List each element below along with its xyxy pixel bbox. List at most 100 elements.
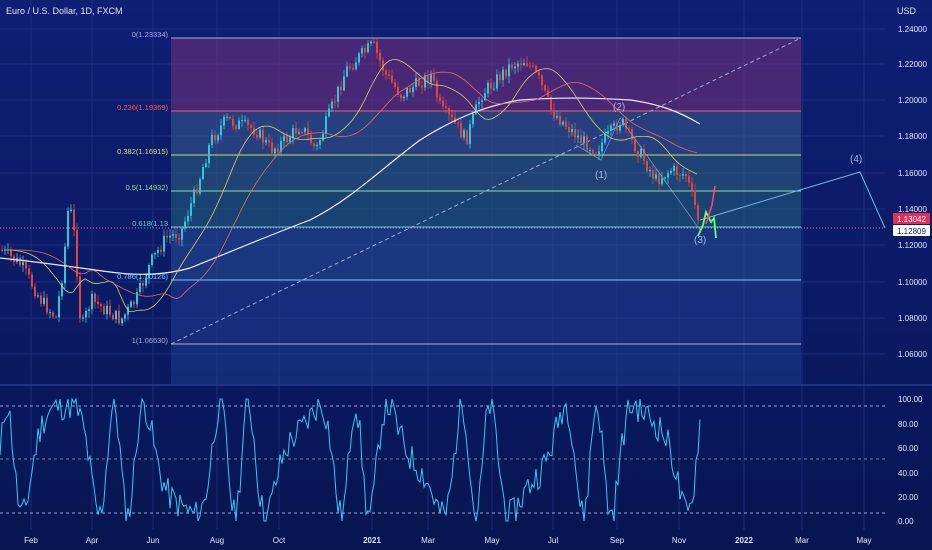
candle-body xyxy=(589,150,591,152)
candle-body xyxy=(259,129,261,138)
candle-body xyxy=(121,318,123,324)
candle-body xyxy=(286,136,288,143)
candle-body xyxy=(280,141,282,152)
candle-body xyxy=(670,170,672,174)
time-tick: Feb xyxy=(24,536,38,545)
candle-body xyxy=(463,130,465,138)
candle-body xyxy=(451,114,453,118)
candle-body xyxy=(100,304,102,307)
candle-body xyxy=(400,94,402,99)
candle-body xyxy=(568,126,570,133)
candle-body xyxy=(115,310,117,320)
candle-body xyxy=(499,74,501,81)
osc-tick: 100.00 xyxy=(898,395,923,404)
candle-body xyxy=(19,258,21,266)
candle-body xyxy=(583,136,585,143)
candle-body xyxy=(586,136,588,151)
candle-body xyxy=(388,74,390,76)
fib-label-0: 0(1.23334) xyxy=(132,30,169,39)
candle-body xyxy=(319,140,321,145)
candle-body xyxy=(226,116,228,118)
candle-body xyxy=(313,143,315,147)
candle-body xyxy=(376,41,378,54)
candle-body xyxy=(424,75,426,88)
candle-body xyxy=(646,161,648,171)
candle-body xyxy=(55,316,57,318)
candle-body xyxy=(562,121,564,125)
candle-body xyxy=(565,121,567,127)
ma-50 xyxy=(5,59,698,312)
candle-body xyxy=(265,140,267,143)
candle-body xyxy=(574,128,576,138)
candle-body xyxy=(46,297,48,313)
candle-body xyxy=(277,148,279,152)
candle-body xyxy=(127,306,129,315)
time-tick: Sep xyxy=(610,536,625,545)
wave-label-3: (3) xyxy=(694,235,706,246)
candle-body xyxy=(412,86,414,93)
candle-body xyxy=(667,173,669,178)
candle-body xyxy=(436,80,438,98)
candle-body xyxy=(61,283,63,297)
candle-body xyxy=(118,310,120,324)
candle-body xyxy=(202,167,204,180)
time-tick: Oct xyxy=(273,536,286,545)
candle-body xyxy=(205,163,207,168)
candle-body xyxy=(166,235,168,238)
candle-body xyxy=(175,234,177,239)
price-tick: 1.06000 xyxy=(898,350,927,359)
candle-body xyxy=(244,119,246,121)
candle-body xyxy=(217,135,219,141)
candle-body xyxy=(124,314,126,319)
candle-body xyxy=(181,228,183,240)
fib-label-0236: 0.236(1.19369) xyxy=(117,103,168,112)
candle-body xyxy=(673,165,675,171)
candle-body xyxy=(511,64,513,69)
candle-body xyxy=(418,78,420,86)
candle-body xyxy=(256,134,258,138)
candle-body xyxy=(271,142,273,154)
candle-body xyxy=(415,78,417,87)
candle-body xyxy=(445,106,447,109)
candle-body xyxy=(235,125,237,129)
candle-body xyxy=(49,312,51,314)
candle-body xyxy=(157,249,159,253)
candle-body xyxy=(229,116,231,119)
candle-body xyxy=(652,170,654,179)
candle-body xyxy=(361,47,363,54)
candle-body xyxy=(628,128,630,130)
candle-body xyxy=(43,297,45,304)
fib-zones xyxy=(171,38,801,384)
candle-body xyxy=(76,230,78,277)
candle-body xyxy=(193,189,195,204)
price-tick: 1.20000 xyxy=(898,96,927,105)
candle-body xyxy=(577,135,579,138)
osc-tick: 40.00 xyxy=(898,469,919,478)
price-tick: 1.08000 xyxy=(898,314,927,323)
currency-label: USD xyxy=(896,6,916,16)
candle-body xyxy=(208,145,210,164)
candle-body xyxy=(532,65,534,67)
fib-label-0618: 0.618(1.13 xyxy=(132,219,168,228)
candle-body xyxy=(664,177,666,179)
price-tick: 1.18000 xyxy=(898,132,927,141)
candle-body xyxy=(67,210,69,247)
candle-body xyxy=(133,301,135,305)
oscillator-axis: 100.00 80.00 60.00 40.00 20.00 0.00 xyxy=(898,395,923,526)
candle-body xyxy=(247,119,249,126)
candle-body xyxy=(220,125,222,136)
candle-body xyxy=(262,129,264,143)
candle-body xyxy=(595,153,597,155)
candle-body xyxy=(97,301,99,305)
candle-body xyxy=(346,66,348,77)
candle-body xyxy=(301,132,303,134)
candle-body xyxy=(694,190,696,206)
candle-body xyxy=(295,127,297,134)
candle-body xyxy=(172,234,174,236)
candle-body xyxy=(241,120,243,122)
candle-body xyxy=(613,123,615,126)
candle-body xyxy=(142,282,144,286)
candle-body xyxy=(250,125,252,129)
